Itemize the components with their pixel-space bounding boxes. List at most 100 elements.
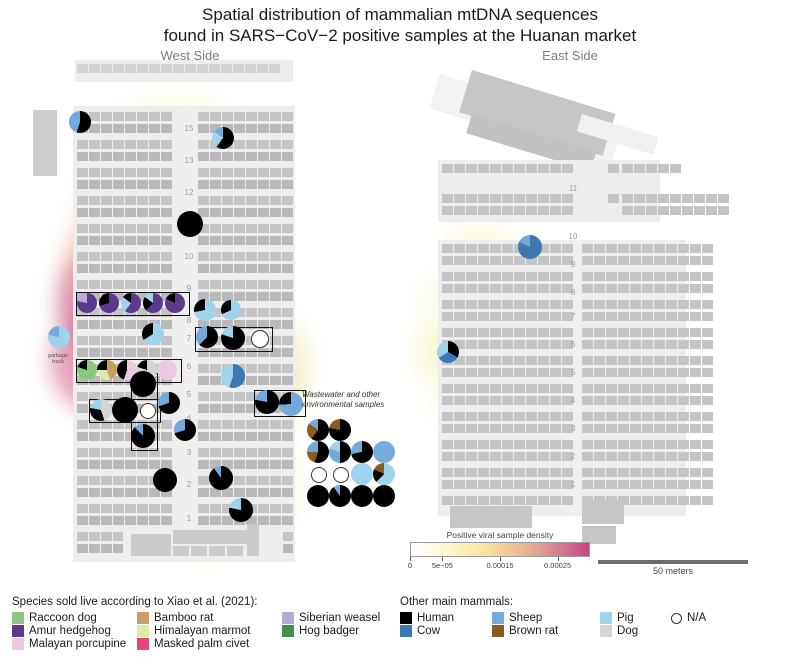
pie-chart-w33[interactable] [229,498,253,522]
scale-bar-line [598,560,748,564]
stall-cell [618,256,629,265]
stall-cell [630,312,641,321]
stall-cell [562,256,573,265]
stall-cell [137,292,148,301]
pie-chart-w8[interactable] [143,293,163,313]
stall-cell [198,364,209,373]
stall-cell [618,356,629,365]
east-side-label: East Side [542,48,598,63]
pie-chart-w2[interactable] [212,127,234,149]
stall-cell [442,272,453,281]
stall-cell [282,460,293,469]
stall-cell [270,140,281,149]
stall-cell [642,384,653,393]
stall-cell [137,112,148,121]
stall-cell [618,340,629,349]
west-row-number: 6 [186,362,192,371]
stall-cell [137,504,148,513]
stall-cell [582,468,593,477]
wastewater-pie-3-2[interactable] [351,485,373,507]
stall-cell [630,468,641,477]
wastewater-pie-1-3[interactable] [373,441,395,463]
pie-chart-w22[interactable] [90,399,112,421]
wastewater-pie-1-0[interactable] [307,441,329,463]
wastewater-pie-1-2[interactable] [351,441,373,463]
pie-chart-w31[interactable] [153,468,177,492]
pie-chart-w3[interactable] [177,211,203,237]
stall-cell [538,368,549,377]
wastewater-pie-2-0[interactable] [311,467,327,483]
stall-cell [89,168,100,177]
pie-chart-w16[interactable] [77,360,97,380]
pie-chart-w32[interactable] [209,466,233,490]
stall-cell [654,328,665,337]
stall-cell [654,440,665,449]
wastewater-pie-2-2[interactable] [351,463,373,485]
wastewater-pie-0-1[interactable] [329,419,351,441]
east-row-number: 4 [570,396,576,405]
stall-cell [550,368,561,377]
pie-chart-w14[interactable] [221,326,245,350]
stall-cell [246,420,257,429]
stall-cell [466,368,477,377]
pie-chart-e1[interactable] [518,235,542,259]
stall-cell [210,420,221,429]
stall-cell [690,272,701,281]
east-row-number: 3 [570,424,576,433]
pie-chart-w13[interactable] [196,326,218,348]
stall-cell [618,312,629,321]
stall-cell [270,168,281,177]
pie-chart-w23[interactable] [112,397,138,423]
pie-chart-w1[interactable] [69,111,91,133]
wastewater-pie-grid[interactable] [306,418,400,510]
wastewater-pie-2-1[interactable] [333,467,349,483]
stall-cell [282,236,293,245]
pie-chart-w17[interactable] [97,360,117,380]
stall-cell [137,488,148,497]
wastewater-pie-3-1[interactable] [329,485,351,507]
stall-cell [234,112,245,121]
stall-cell [258,224,269,233]
stall-cell [562,480,573,489]
wastewater-pie-3-0[interactable] [307,485,329,507]
stall-cell [270,208,281,217]
wastewater-pie-2-3[interactable] [373,463,395,485]
pie-chart-w26[interactable] [131,424,155,448]
stall-cell [113,420,124,429]
pie-chart-w24[interactable] [140,403,156,419]
stall-cell [514,312,525,321]
legend-label: Masked palm civet [154,638,250,650]
west-row-number: 1 [186,514,192,523]
east-side-map[interactable]: 11 10 9 8 7 6 5 4 3 2 1 [415,62,740,544]
stall-cell [89,420,100,429]
wastewater-pie-1-1[interactable] [329,441,351,463]
pie-chart-w9[interactable] [165,293,185,313]
pie-chart-w7[interactable] [121,293,141,313]
wastewater-pie-3-3[interactable] [373,485,395,507]
stall-cell [702,480,713,489]
pie-chart-w30[interactable] [279,392,303,416]
stall-cell [89,432,100,441]
pie-chart-w29[interactable] [255,390,279,414]
wastewater-pie-0-0[interactable] [307,419,329,441]
stall-cell [77,208,88,217]
stall-cell [642,368,653,377]
pie-chart-w25[interactable] [130,371,156,397]
pie-chart-w21[interactable] [221,364,245,388]
stall-cell [594,256,605,265]
pie-chart-w4[interactable] [48,326,70,348]
pie-chart-w12[interactable] [142,323,164,345]
west-side-map[interactable]: 1513121110987654321 garbage track [33,60,325,572]
pie-chart-w5[interactable] [77,293,97,313]
pie-chart-w10[interactable] [194,299,216,321]
pie-chart-w27[interactable] [158,392,180,414]
pie-chart-w6[interactable] [99,293,119,313]
stall-cell [270,308,281,317]
stall-cell [149,196,160,205]
pie-chart-w20[interactable] [157,360,177,380]
pie-chart-w28[interactable] [174,419,196,441]
legend-mammals-title: Other main mammals: [400,596,514,608]
pie-chart-w11[interactable] [221,300,241,320]
pie-chart-w15[interactable] [251,330,269,348]
pie-chart-e2[interactable] [437,341,459,363]
